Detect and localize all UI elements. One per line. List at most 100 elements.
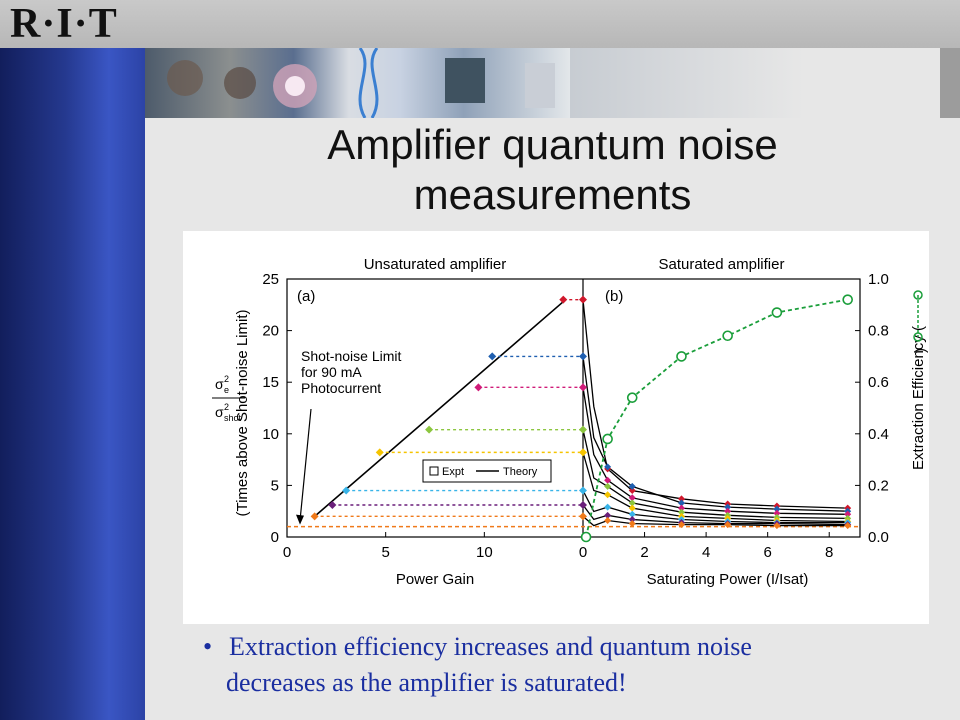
bullet-text-line1: Extraction efficiency increases and quan… [229,632,752,661]
point-sat-red [628,487,636,495]
point-sat-purple [604,511,612,519]
point-sat-yellow [604,491,612,499]
chart-panel: Unsaturated amplifier Saturated amplifier… [183,231,929,624]
banner-photo-collage [167,48,555,118]
efficiency-point [771,307,783,318]
ylabel-sup-num: 2 [224,374,229,384]
y2-tick-label: 0.2 [868,477,889,494]
top-bar [0,0,960,48]
point-zero-yellow [579,448,587,457]
point-sat-blue [773,505,781,513]
banner-image [145,48,570,118]
theory-curve-purple [582,504,848,526]
point-sat-yellow [628,504,636,512]
annotation-text: Photocurrent [301,380,381,396]
point-sat-orange [628,520,636,528]
y-tick-label: 5 [271,477,279,494]
efficiency-point [722,330,733,342]
point-zero-orange [579,512,587,521]
plot-frame [286,278,861,538]
x-tick-label: 6 [763,544,771,561]
panel-label-a: (a) [297,288,315,305]
x-axis-label-left: Power Gain [396,571,474,588]
annotation-text: Shot-noise Limit [301,348,401,364]
ylabel-sup-den: 2 [224,402,229,412]
y2-tick-label: 0.0 [868,529,889,546]
slide-title-line2: measurements [413,171,692,218]
point-sat-lime [677,508,685,516]
efficiency-point [602,433,613,445]
point-sat-cyan [604,503,612,511]
legend-expt-label: Expt [442,466,464,478]
point-sat-orange [724,521,732,529]
efficiency-point [626,392,638,403]
theory-curve-magenta [582,387,848,515]
point-sat-magenta [628,494,636,502]
ylabel-sub-den: shot [224,413,242,423]
ylabel-sigma-num: σ [215,376,224,392]
slide-title-line1: Amplifier quantum noise [327,121,778,168]
chart-title-left: Unsaturated amplifier [364,256,507,273]
point-sat-orange [773,522,781,530]
y-tick-label: 25 [262,271,279,288]
point-zero-cyan [579,486,587,495]
theory-curve-yellow [582,452,848,523]
y2-tick-label: 0.4 [868,426,889,443]
y-tick-label: 15 [262,374,279,391]
point-zero-red [579,295,587,304]
point-gain-cyan [342,486,351,495]
point-sat-magenta [604,476,612,484]
noise-chart: Unsaturated amplifier Saturated amplifier… [212,256,929,588]
point-sat-magenta [677,504,685,512]
point-sat-red [677,495,685,503]
point-gain-magenta [474,383,483,392]
point-sat-lime [604,482,612,490]
efficiency-curve [585,298,848,538]
point-sat-magenta [773,509,781,517]
point-zero-purple [579,501,587,510]
annotation-arrowhead [296,514,304,525]
point-sat-orange [677,521,685,529]
point-sat-magenta [844,510,852,518]
point-gain-lime [425,425,434,434]
y2-tick-label: 0.6 [868,374,889,391]
point-zero-lime [579,425,587,434]
y2-tick-label: 1.0 [868,271,889,288]
point-sat-magenta [724,507,732,515]
panel-label-b: (b) [605,288,623,305]
point-sat-orange [604,516,612,524]
y2-label-marker-circle [913,290,923,300]
ylabel-sub-num: e [224,385,229,395]
point-sat-orange [844,522,852,530]
banner-fade [570,48,960,118]
y2-tick-label: 0.8 [868,323,889,340]
legend-expt-marker [429,466,439,476]
theory-curve-blue [582,356,848,512]
point-sat-blue [604,463,612,471]
annotation-arrow [299,408,312,521]
bullet-text-line2: decreases as the amplifier is saturated! [226,668,627,697]
x-tick-label: 4 [702,544,710,561]
banner-edge [940,48,960,118]
annotation-text: for 90 mA [301,364,362,380]
point-sat-blue [724,503,732,511]
x-tick-label: 8 [825,544,833,561]
point-zero-magenta [579,383,587,392]
point-sat-lime [628,499,636,507]
point-gain-blue [488,352,497,361]
rit-logo: R·I·T [10,1,118,47]
x-tick-label: 5 [381,544,389,561]
point-sat-cyan [628,510,636,518]
x-tick-label: 0 [579,544,587,561]
x-tick-label: 0 [283,544,291,561]
efficiency-point [676,351,687,362]
y2-label-close-paren: ) [912,348,929,353]
ylabel-sigma-den: σ [215,404,224,420]
theory-curve-cyan [582,490,848,524]
point-sat-blue [677,499,685,507]
point-gain-red [559,295,568,304]
y2-axis-label: Extraction Efficiency ( [910,326,927,470]
theory-line-gain [314,301,564,517]
efficiency-point [842,294,853,305]
point-zero-blue [579,352,587,361]
